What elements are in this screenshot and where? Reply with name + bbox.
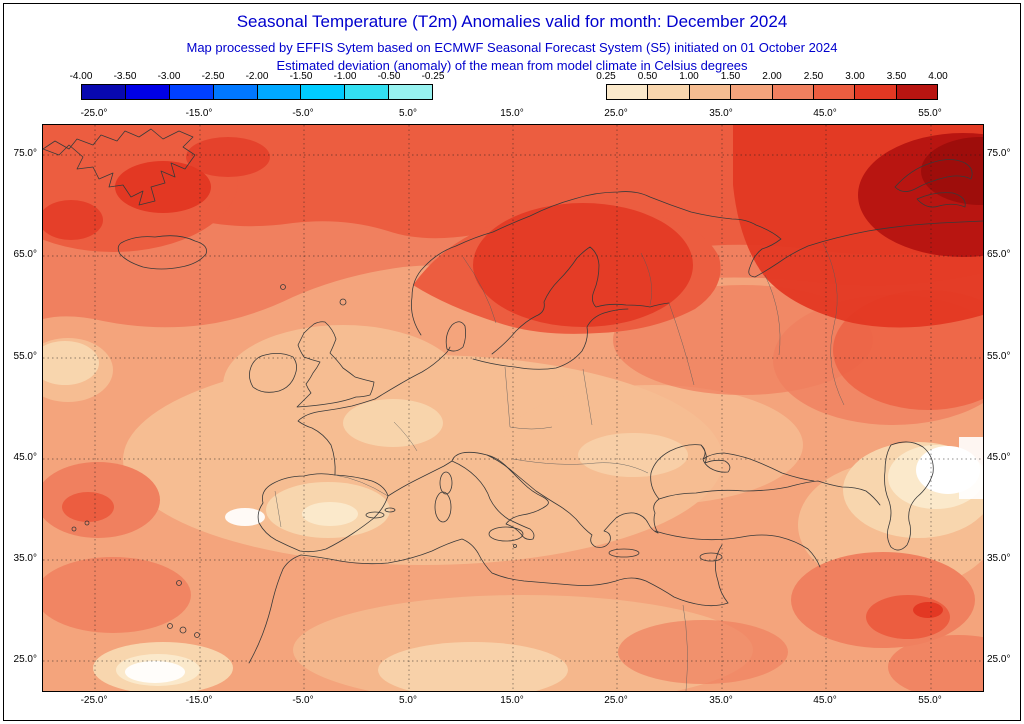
map-frame (42, 124, 984, 692)
colorbar-segment (389, 85, 432, 99)
colorbar-negative-labels: -4.00 -3.50 -3.00 -2.50 -2.00 -1.50 -1.00 -0.50… (70, 71, 445, 83)
lon-tick-label: 45.0° (813, 695, 837, 706)
map-header: Seasonal Temperature (T2m) Anomalies val… (4, 10, 1020, 76)
lon-tick-label: -15.0° (185, 695, 213, 706)
lon-tick-label: 35.0° (709, 108, 733, 119)
colorbar-tick-label: -2.00 (245, 71, 269, 82)
lat-tick-label: 65.0° (13, 249, 37, 260)
colorbar-tick-label: 2.00 (762, 71, 782, 82)
lat-tick-label: 35.0° (987, 553, 1011, 564)
colorbar-segment (169, 85, 214, 99)
lat-tick-label: 75.0° (987, 148, 1011, 159)
lon-tick-label: -5.0° (292, 695, 314, 706)
colorbar-tick-label: 2.50 (803, 71, 824, 82)
lat-tick-label: 45.0° (987, 452, 1011, 463)
colorbar-tick-label: 3.00 (845, 71, 865, 82)
map-page: Seasonal Temperature (T2m) Anomalies val… (3, 3, 1021, 721)
gridlines (43, 125, 983, 691)
lat-tick-label: 25.0° (13, 654, 37, 665)
lon-tick-label: -25.0° (80, 695, 108, 706)
colorbar-tick-label: -1.50 (289, 71, 313, 82)
colorbar-negative: -4.00 -3.50 -3.00 -2.50 -2.00 -1.50 -1.00 -0.50… (70, 71, 445, 101)
colorbar-segment (607, 85, 649, 99)
lon-tick-label: -25.0° (80, 108, 108, 119)
lat-tick-label: 65.0° (987, 249, 1011, 260)
map-area: -25.0° -15.0° -5.0° 5.0° 15.0° 25.0° 35.0° 45.0… (4, 107, 1020, 719)
colorbar-segment (896, 85, 937, 99)
lon-tick-label: 55.0° (918, 695, 942, 706)
lon-tick-label: -15.0° (185, 108, 213, 119)
lat-labels-left: 75.0° 65.0° 55.0° 45.0° 35.0° 25.0° (4, 124, 40, 690)
colorbar-segment (125, 85, 170, 99)
colorbar-segment (731, 85, 773, 99)
colorbar-tick-label: -2.50 (201, 71, 225, 82)
colorbar-tick-label: 3.50 (886, 71, 907, 82)
lat-tick-label: 45.0° (13, 452, 37, 463)
coastlines (43, 128, 983, 664)
lon-tick-label: 35.0° (709, 695, 733, 706)
page-title: Seasonal Temperature (T2m) Anomalies val… (236, 12, 788, 31)
lat-tick-label: 75.0° (13, 148, 37, 159)
colorbar-tick-label: -0.50 (377, 71, 401, 82)
colorbar-segment (813, 85, 856, 99)
lon-tick-label: 15.0° (500, 108, 524, 119)
colorbar-segment (648, 85, 690, 99)
colorbar-tick-label: -1.00 (333, 71, 357, 82)
colorbar-tick-label: -4.00 (69, 71, 93, 82)
lon-labels-bottom: -25.0° -15.0° -5.0° 5.0° 15.0° 25.0° 35.0° 45.0… (42, 695, 982, 708)
colorbar-tick-label: 0.50 (637, 71, 658, 82)
lon-tick-label: 55.0° (918, 108, 942, 119)
colorbar-segment (345, 85, 390, 99)
subtitle-units: Estimated deviation (anomaly) of the mea… (276, 58, 748, 73)
colorbar-tick-label: 1.00 (679, 71, 699, 82)
lon-tick-label: 45.0° (813, 108, 837, 119)
colorbar-tick-label: 1.50 (720, 71, 741, 82)
country-borders (274, 242, 845, 691)
lat-tick-label: 55.0° (987, 351, 1011, 362)
colorbar-segment (689, 85, 732, 99)
lon-tick-label: 5.0° (399, 695, 417, 706)
colorbar-segment (772, 85, 814, 99)
lat-tick-label: 25.0° (987, 654, 1011, 665)
colorbar-positive-labels: 0.25 0.50 1.00 1.50 2.00 2.50 3.00 3.50 4.00 (596, 71, 947, 83)
colorbar-segment (855, 85, 897, 99)
lat-labels-right: 75.0° 65.0° 55.0° 45.0° 35.0° 25.0° (984, 124, 1020, 690)
lon-tick-label: 25.0° (604, 108, 628, 119)
subtitle-source: Map processed by EFFIS Sytem based on EC… (186, 40, 838, 55)
colorbar-tick-label: -3.00 (157, 71, 181, 82)
colorbar-segment (301, 85, 346, 99)
colorbar-segment (257, 85, 302, 99)
lon-labels-top: -25.0° -15.0° -5.0° 5.0° 15.0° 25.0° 35.0° 45.0… (42, 108, 982, 121)
lat-tick-label: 35.0° (13, 553, 37, 564)
colorbar-tick-label: 0.25 (596, 71, 616, 82)
colorbar-segment (82, 85, 126, 99)
lat-tick-label: 55.0° (13, 351, 37, 362)
colorbar-tick-label: -3.50 (113, 71, 137, 82)
colorbar-positive-segments (606, 84, 938, 100)
lon-tick-label: 5.0° (399, 108, 417, 119)
colorbar-tick-label: 4.00 (928, 71, 948, 82)
lon-tick-label: 25.0° (604, 695, 628, 706)
europe-anomaly-map (43, 125, 983, 691)
colorbar-positive: 0.25 0.50 1.00 1.50 2.00 2.50 3.00 3.50 4.00 (596, 71, 948, 101)
lon-tick-label: 15.0° (500, 695, 524, 706)
colorbar-segment (213, 85, 258, 99)
colorbar-tick-label: -0.25 (421, 71, 445, 82)
colorbar-negative-segments (81, 84, 433, 100)
anomaly-fill-regions (43, 125, 983, 691)
legend-row: -4.00 -3.50 -3.00 -2.50 -2.00 -1.50 -1.00 -0.50… (4, 71, 1020, 107)
lon-tick-label: -5.0° (292, 108, 314, 119)
